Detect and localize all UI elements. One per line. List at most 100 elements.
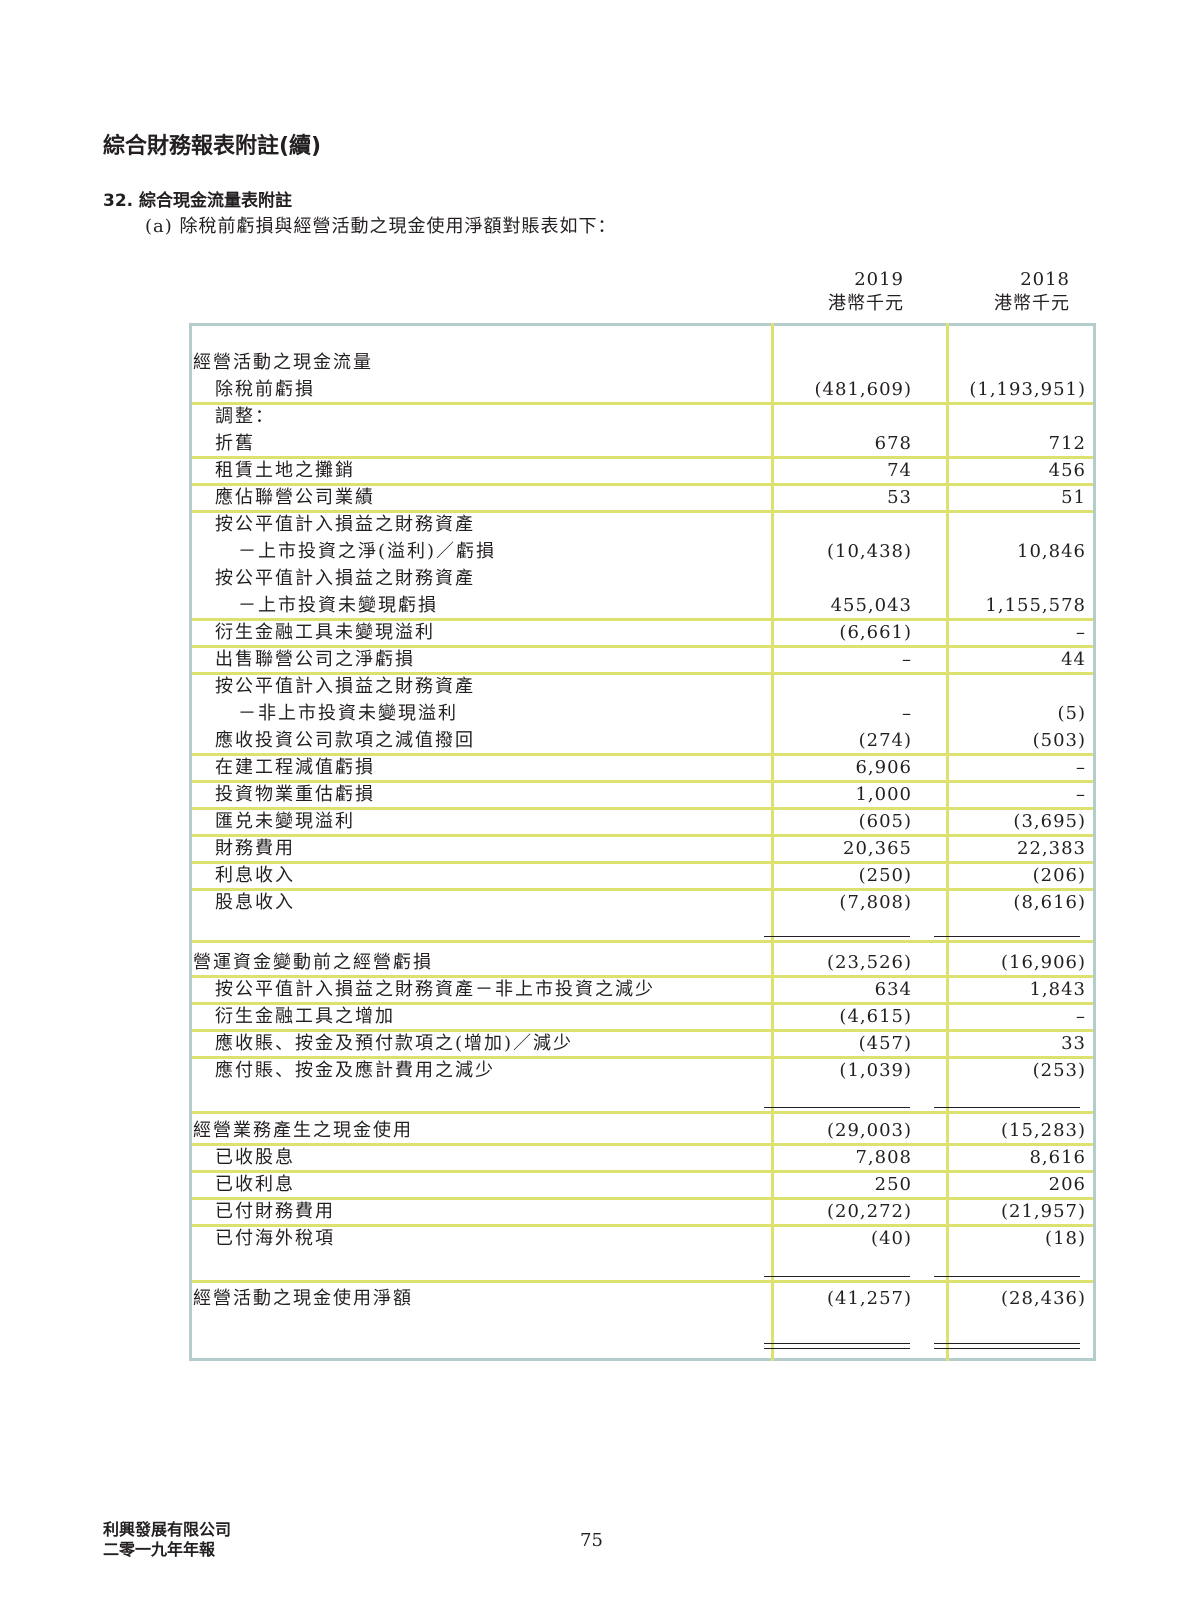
- row-divider: [192, 861, 1093, 864]
- table-row: 按公平值計入損益之財務資產: [0, 567, 1191, 595]
- row-label: 應收賬、按金及預付款項之(增加)／減少: [215, 1033, 574, 1054]
- row-label: 應收投資公司款項之減值撥回: [215, 730, 475, 751]
- subtotal-rule: [934, 936, 1080, 937]
- row-divider: [192, 1111, 1093, 1114]
- value-2018: –: [1076, 1006, 1086, 1027]
- row-label: 已收股息: [215, 1147, 295, 1168]
- value-2018: 22,383: [1017, 838, 1086, 859]
- row-label: 按公平值計入損益之財務資產－非上市投資之減少: [215, 979, 655, 1000]
- row-label: 衍生金融工具之增加: [215, 1006, 395, 1027]
- reconciliation-table: [189, 323, 1096, 1361]
- subtotal-rule: [934, 1343, 1080, 1344]
- row-divider: [192, 807, 1093, 810]
- row-label: 投資物業重估虧損: [215, 784, 375, 805]
- value-2018: 8,616: [1029, 1147, 1086, 1168]
- value-2019: (23,526): [826, 952, 912, 973]
- table-row: 股息收入 (7,808) (8,616): [0, 891, 1191, 919]
- value-2018: 712: [1048, 433, 1086, 454]
- row-label: 經營活動之現金使用淨額: [193, 1288, 413, 1309]
- value-2019: (7,808): [839, 892, 912, 913]
- value-2019: (10,438): [826, 541, 912, 562]
- row-label: 按公平值計入損益之財務資產: [215, 514, 475, 535]
- row-label: －上市投資未變現虧損: [238, 595, 438, 616]
- subtotal-rule: [764, 1348, 910, 1349]
- value-2019: (250): [858, 865, 912, 886]
- row-divider: [192, 672, 1093, 675]
- value-2019: 74: [887, 460, 912, 481]
- table-row: 已收利息 250 206: [0, 1173, 1191, 1201]
- row-label: 衍生金融工具未變現溢利: [215, 622, 435, 643]
- value-2019: (29,003): [826, 1120, 912, 1141]
- row-divider: [192, 1170, 1093, 1173]
- row-label: 經營業務產生之現金使用: [193, 1120, 413, 1141]
- table-row: 經營活動之現金流量: [0, 351, 1191, 379]
- row-label: 匯兑未變現溢利: [215, 811, 355, 832]
- subtotal-rule: [764, 1343, 910, 1344]
- row-label: 按公平值計入損益之財務資產: [215, 676, 475, 697]
- row-label: 在建工程減值虧損: [215, 757, 375, 778]
- value-2019: 7,808: [855, 1147, 912, 1168]
- subtotal-rule: [934, 1348, 1080, 1349]
- table-row: －上市投資之淨(溢利)／虧損 (10,438) 10,846: [0, 540, 1191, 568]
- page-title: 綜合財務報表附註(續): [103, 134, 322, 159]
- row-divider: [192, 834, 1093, 837]
- row-label: －上市投資之淨(溢利)／虧損: [238, 541, 497, 562]
- row-label: －非上市投資未變現溢利: [238, 703, 458, 724]
- value-2019: 678: [874, 433, 912, 454]
- table-row: 除稅前虧損 (481,609) (1,193,951): [0, 378, 1191, 406]
- value-2019: (6,661): [839, 622, 912, 643]
- section-heading: 32. 綜合現金流量表附註: [103, 191, 293, 211]
- column-year: 2018: [1020, 269, 1070, 290]
- row-divider: [192, 888, 1093, 891]
- row-label: 已付財務費用: [215, 1201, 335, 1222]
- value-2018: (3,695): [1013, 811, 1086, 832]
- value-2019: (1,039): [839, 1060, 912, 1081]
- value-2019: 455,043: [830, 595, 912, 616]
- value-2019: 634: [874, 979, 912, 1000]
- table-row: 按公平值計入損益之財務資產－非上市投資之減少 634 1,843: [0, 978, 1191, 1006]
- column-year: 2019: [854, 269, 904, 290]
- report-name: 二零一九年年報: [103, 1540, 216, 1559]
- value-2018: 33: [1061, 1033, 1086, 1054]
- value-2019: 6,906: [855, 757, 912, 778]
- company-name: 利興發展有限公司: [103, 1520, 232, 1539]
- row-divider: [192, 753, 1093, 756]
- table-row: 應付賬、按金及應計費用之減少 (1,039) (253): [0, 1059, 1191, 1087]
- value-2018: (21,957): [1000, 1201, 1086, 1222]
- footer-company: 利興發展有限公司 二零一九年年報: [103, 1520, 231, 1560]
- table-row: 應佔聯營公司業績 53 51: [0, 486, 1191, 514]
- row-divider: [192, 1143, 1093, 1146]
- row-divider: [192, 940, 1093, 943]
- column-unit: 港幣千元: [828, 293, 904, 314]
- row-label: 應付賬、按金及應計費用之減少: [215, 1060, 495, 1081]
- value-2018: 44: [1061, 649, 1086, 670]
- row-label: 經營活動之現金流量: [193, 352, 373, 373]
- table-row: 應收投資公司款項之減值撥回 (274) (503): [0, 729, 1191, 757]
- table-row: 衍生金融工具未變現溢利 (6,661) –: [0, 621, 1191, 649]
- row-label: 財務費用: [215, 838, 295, 859]
- value-2019: (40): [871, 1228, 912, 1249]
- row-divider: [192, 510, 1093, 513]
- value-2019: (4,615): [839, 1006, 912, 1027]
- subtotal-rule: [934, 1107, 1080, 1108]
- row-label: 折舊: [215, 433, 255, 454]
- subtotal-rule: [764, 1276, 910, 1277]
- subtotal-rule: [764, 936, 910, 937]
- value-2019: (41,257): [826, 1288, 912, 1309]
- value-2018: –: [1076, 784, 1086, 805]
- row-divider: [192, 975, 1093, 978]
- value-2018: (5): [1057, 703, 1086, 724]
- value-2019: 250: [874, 1174, 912, 1195]
- table-row: 在建工程減值虧損 6,906 –: [0, 756, 1191, 784]
- table-row: 營運資金變動前之經營虧損 (23,526) (16,906): [0, 951, 1191, 979]
- value-2019: –: [902, 703, 912, 724]
- table-row: 調整：: [0, 405, 1191, 433]
- table-row: 經營活動之現金使用淨額 (41,257) (28,436): [0, 1287, 1191, 1315]
- table-row: 折舊 678 712: [0, 432, 1191, 460]
- value-2018: 1,155,578: [985, 595, 1086, 616]
- row-label: 利息收入: [215, 865, 295, 886]
- row-divider: [192, 780, 1093, 783]
- table-row: －非上市投資未變現溢利 – (5): [0, 702, 1191, 730]
- row-divider: [192, 1280, 1093, 1283]
- table-row: 投資物業重估虧損 1,000 –: [0, 783, 1191, 811]
